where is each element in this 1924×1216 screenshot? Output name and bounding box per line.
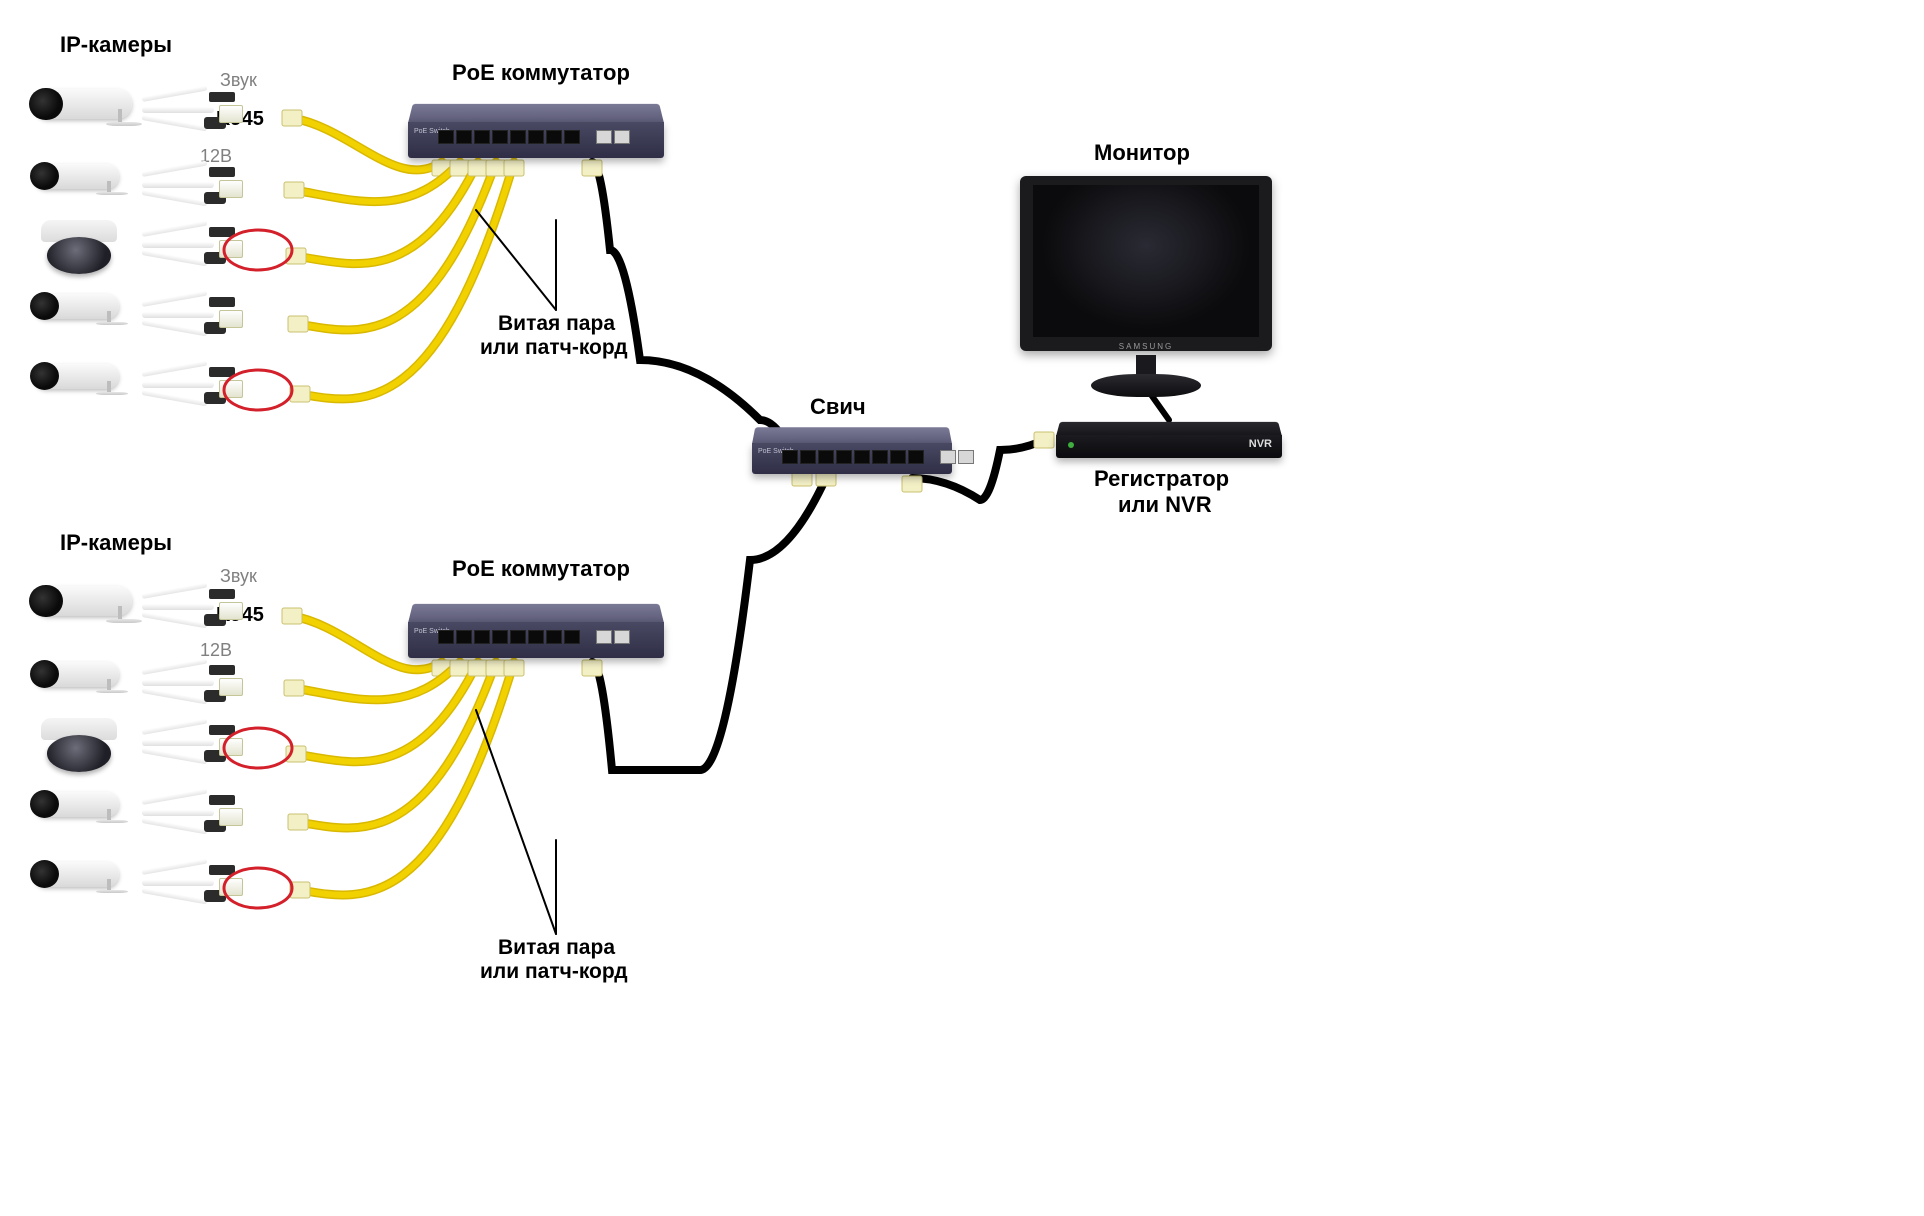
camera-pigtail: [142, 792, 262, 836]
camera-pigtail: [142, 224, 262, 268]
label-switch: Свич: [810, 394, 866, 420]
camera-pigtail: [142, 586, 262, 630]
label-poe-bot: PoE коммутатор: [452, 556, 630, 582]
rj45-plug-icon: [219, 678, 243, 696]
ip-camera: [34, 718, 124, 774]
camera-pigtail: [142, 294, 262, 338]
camera-pigtail: [142, 722, 262, 766]
rj45-plug-icon: [219, 180, 243, 198]
bnc-connector-icon: [209, 92, 235, 102]
label-twisted-top-1: Витая пара: [498, 312, 615, 336]
rj45-plug-icon: [219, 878, 243, 896]
aggregate-switch: PoE Switch: [752, 424, 952, 474]
camera-pigtail: [142, 164, 262, 208]
nvr-label: NVR: [1249, 438, 1272, 450]
rj45-plug-icon: [219, 808, 243, 826]
bnc-connector-icon: [209, 865, 235, 875]
nvr-device: NVR: [1056, 418, 1282, 458]
rj45-plug-icon: [219, 380, 243, 398]
bnc-connector-icon: [209, 367, 235, 377]
poe-switch-bot: PoE Switch: [408, 600, 664, 658]
bnc-connector-icon: [209, 725, 235, 735]
cables-overlay: [0, 0, 1924, 1216]
ip-camera: [34, 290, 138, 326]
monitor-device: SAMSUNG: [1020, 176, 1272, 406]
poe-switch-top: PoE Switch: [408, 100, 664, 158]
nvr-led: [1068, 442, 1074, 448]
label-twisted-top-2: или патч-корд: [480, 336, 628, 360]
monitor-screen: [1033, 185, 1260, 337]
bnc-connector-icon: [209, 795, 235, 805]
label-ip-cameras-top: IP-камеры: [60, 32, 172, 58]
camera-pigtail: [142, 662, 262, 706]
rj45-plug-icon: [219, 105, 243, 123]
rj45-plug-icon: [219, 240, 243, 258]
ip-camera: [34, 788, 138, 824]
monitor-brand: SAMSUNG: [1020, 342, 1272, 351]
label-recorder-1: Регистратор: [1094, 466, 1229, 492]
camera-pigtail: [142, 89, 262, 133]
ip-camera: [34, 160, 138, 196]
ip-camera: [34, 85, 154, 127]
bnc-connector-icon: [209, 297, 235, 307]
camera-pigtail: [142, 862, 262, 906]
label-monitor: Монитор: [1094, 140, 1190, 166]
monitor-base: [1091, 374, 1202, 397]
label-poe-top: PoE коммутатор: [452, 60, 630, 86]
bnc-connector-icon: [209, 665, 235, 675]
bnc-connector-icon: [209, 227, 235, 237]
camera-pigtail: [142, 364, 262, 408]
label-sound-top: Звук: [220, 70, 257, 91]
label-recorder-2: или NVR: [1118, 492, 1212, 518]
ip-camera: [34, 220, 124, 276]
rj45-plug-icon: [219, 602, 243, 620]
rj45-plug-icon: [219, 738, 243, 756]
label-twisted-bot-2: или патч-корд: [480, 960, 628, 984]
rj45-plug-icon: [219, 310, 243, 328]
ip-camera: [34, 360, 138, 396]
label-twisted-bot-1: Витая пара: [498, 936, 615, 960]
bnc-connector-icon: [209, 167, 235, 177]
label-ip-cameras-bot: IP-камеры: [60, 530, 172, 556]
ip-camera: [34, 658, 138, 694]
highlight-overlay: [0, 0, 1924, 1216]
label-sound-bot: Звук: [220, 566, 257, 587]
ip-camera: [34, 582, 154, 624]
ip-camera: [34, 858, 138, 894]
bnc-connector-icon: [209, 589, 235, 599]
